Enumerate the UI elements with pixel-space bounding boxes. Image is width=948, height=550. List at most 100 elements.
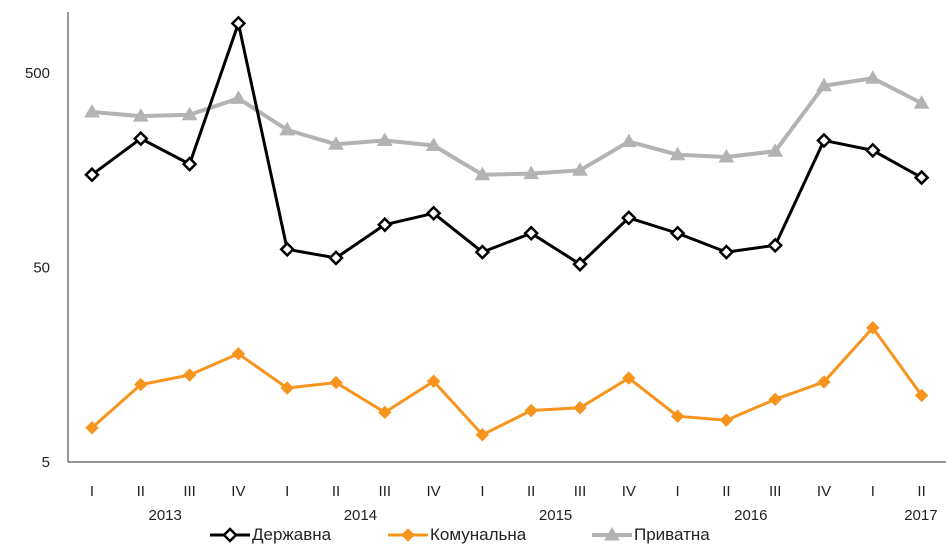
y-tick-label: 50 <box>33 260 50 277</box>
x-tick-label: III <box>574 483 587 500</box>
data-point <box>669 146 686 161</box>
x-tick-label: III <box>769 483 782 500</box>
data-point <box>280 381 294 395</box>
data-point <box>669 225 686 242</box>
data-point <box>913 95 930 109</box>
data-point <box>230 15 247 32</box>
series-1 <box>84 15 930 272</box>
data-point <box>523 165 540 180</box>
year-label: 2017 <box>904 507 937 524</box>
series-line <box>91 76 923 177</box>
series-line <box>91 326 923 437</box>
x-tick-label: IV <box>817 483 831 500</box>
legend-label: Державна <box>252 525 332 544</box>
data-point <box>182 368 197 382</box>
data-point <box>84 166 100 183</box>
data-point <box>328 136 344 150</box>
data-point <box>914 388 929 403</box>
data-point <box>230 90 247 104</box>
data-point <box>523 225 539 242</box>
legend-label: Приватна <box>634 525 710 544</box>
x-tick-label: III <box>183 483 196 500</box>
legend-item: Державна <box>210 525 332 544</box>
data-point <box>377 216 393 233</box>
data-point <box>767 143 784 157</box>
data-point <box>913 169 930 186</box>
data-point <box>767 237 783 254</box>
x-tick-label: I <box>285 483 289 500</box>
series-2 <box>85 321 929 442</box>
data-point <box>865 142 881 159</box>
data-point <box>378 405 392 420</box>
data-point <box>279 241 295 258</box>
data-point <box>181 156 198 172</box>
y-ticks: 5 50 500 <box>25 65 50 471</box>
x-tick-label: I <box>90 483 94 500</box>
x-tick-label: I <box>676 483 680 500</box>
year-label: 2014 <box>344 507 377 524</box>
data-point <box>474 244 491 260</box>
data-point <box>134 377 148 392</box>
data-point <box>328 250 344 266</box>
data-point <box>572 256 588 272</box>
data-point <box>816 77 832 92</box>
x-tick-label: II <box>917 483 925 500</box>
data-point <box>425 137 442 151</box>
y-tick-label: 5 <box>42 454 50 471</box>
data-point <box>573 401 587 415</box>
data-point <box>718 244 735 260</box>
series-3 <box>84 70 930 181</box>
x-tick-label: III <box>379 483 392 500</box>
data-point <box>475 428 490 442</box>
data-point <box>376 132 393 146</box>
data-point <box>620 133 637 148</box>
data-point <box>474 166 491 181</box>
year-label: 2016 <box>734 507 767 524</box>
data-point <box>132 108 149 122</box>
legend-item: Приватна <box>592 525 710 544</box>
data-point <box>524 403 538 418</box>
data-point <box>817 375 831 389</box>
data-point <box>425 205 442 222</box>
x-tick-label: II <box>332 483 340 500</box>
data-point <box>85 421 99 435</box>
data-point <box>670 409 685 423</box>
data-point <box>621 210 637 226</box>
year-label: 2013 <box>149 507 182 524</box>
x-tick-label: II <box>722 483 730 500</box>
data-point <box>329 375 343 390</box>
data-point <box>133 130 149 147</box>
x-tick-label: IV <box>231 483 245 500</box>
legend-item: Комунальна <box>388 525 527 544</box>
data-point <box>816 132 832 149</box>
legend-label: Комунальна <box>430 525 527 544</box>
plot-lines <box>84 15 930 442</box>
x-ticks: I II III IV I II III IV I II III IV I II III IV I II <box>90 483 926 500</box>
data-point <box>572 162 588 176</box>
year-labels: 2013 2014 2015 2016 2017 <box>149 507 938 524</box>
series-line <box>91 21 923 266</box>
data-point <box>279 121 296 136</box>
data-point <box>231 347 246 361</box>
x-tick-label: IV <box>427 483 441 500</box>
data-point <box>181 106 198 121</box>
data-point <box>622 371 636 385</box>
x-tick-label: II <box>527 483 535 500</box>
data-point <box>84 104 100 118</box>
legend: Державна Комунальна Приватна <box>210 525 710 544</box>
x-tick-label: I <box>480 483 484 500</box>
x-tick-label: I <box>871 483 875 500</box>
data-point <box>864 70 881 84</box>
data-point <box>719 413 734 427</box>
data-point <box>222 527 238 543</box>
data-point <box>866 321 880 335</box>
data-point <box>604 527 620 541</box>
data-point <box>768 392 782 407</box>
year-label: 2015 <box>539 507 572 524</box>
data-point <box>426 374 441 388</box>
x-tick-label: IV <box>622 483 636 500</box>
data-point <box>401 528 415 542</box>
x-tick-label: II <box>137 483 145 500</box>
y-tick-label: 500 <box>25 65 50 82</box>
